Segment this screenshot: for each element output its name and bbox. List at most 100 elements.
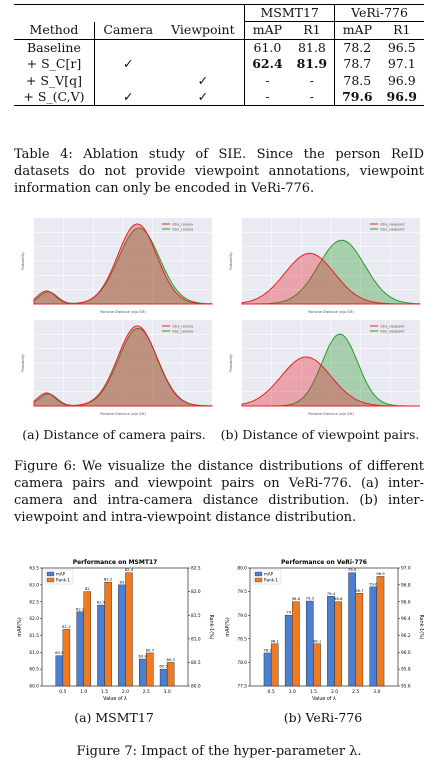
x-tick-label: 1.0	[80, 689, 87, 695]
right-tick-label: 96.4	[401, 616, 411, 622]
x-tick-label: 3.0	[164, 689, 171, 695]
x-tick-label: 0.5	[59, 689, 66, 695]
right-tick-label: 97.0	[401, 566, 411, 572]
legend-label: intra_camera	[172, 223, 193, 227]
check-mark: ✓	[93, 88, 162, 107]
bar-map	[263, 652, 272, 687]
legend-label: Rank-1	[56, 578, 70, 583]
legend-label: intra_camera	[172, 325, 193, 329]
bar-value-label: 81.2	[62, 624, 71, 629]
left-tick-label: 63.0	[29, 582, 39, 588]
bar-map	[306, 600, 314, 687]
bar-map	[76, 611, 84, 687]
x-axis-label: Pairwise Distance (w/o SIE)	[100, 412, 147, 416]
chart-veri776: Performance on VeRi-776 77.5 78.0 78.5 79.0 7…	[225, 559, 424, 702]
bar-value-label: 96.6	[292, 596, 301, 601]
bar-value-label: 79.4	[327, 591, 336, 596]
y-axis-label: Probability	[229, 252, 233, 270]
bar-map	[55, 655, 64, 687]
left-tick-label: 61.0	[29, 650, 39, 656]
right-tick-label: 95.8	[401, 667, 411, 673]
legend-swatch	[254, 571, 263, 577]
y-axis-label-left: mAP(%)	[225, 617, 231, 636]
check-mark: ✓	[161, 88, 245, 107]
x-tick-label: 1.5	[310, 689, 317, 695]
col-header-r1: R1	[289, 21, 335, 40]
right-tick-label: 96.6	[401, 599, 411, 605]
x-axis-label: Pairwise Distance (w/o SIE)	[308, 310, 355, 314]
right-tick-label: 81.5	[191, 613, 201, 619]
right-tick-label: 82.0	[191, 589, 201, 595]
chart-msmt17: Performance on MSMT17 60.0 60.5 61.0 61.5 62.…	[17, 559, 214, 702]
left-tick-label: 79.5	[237, 589, 247, 595]
figure6-subcaption-a: (a) Distance of camera pairs.	[22, 427, 206, 442]
x-axis-label: Pairwise Distance (w/o SIE)	[308, 412, 355, 416]
bar-rank1	[62, 629, 71, 687]
right-tick-label: 80.5	[191, 660, 201, 666]
x-tick-label: 2.0	[122, 689, 129, 695]
bar-rank1	[166, 662, 175, 687]
ablation-table: MSMT17 VeRi-776 Method Camera Viewpoint …	[14, 3, 424, 107]
intra-distribution-curve	[241, 356, 420, 407]
bar-value-label: 82	[85, 586, 90, 591]
table-row: Baseline 61.0 81.8 78.2 96.5	[14, 39, 424, 57]
legend-label: intra_viewpoint	[380, 223, 405, 227]
bar-value-label: 96.6	[334, 596, 343, 601]
x-tick-label: 2.5	[143, 689, 150, 695]
bar-map	[138, 658, 147, 687]
legend-swatch	[46, 571, 55, 577]
bar-rank1	[104, 581, 112, 687]
group-header-veri: VeRi-776	[334, 3, 424, 23]
y-axis-label-right: Rank-1(%)	[418, 614, 424, 639]
col-header-method: Method	[14, 21, 95, 40]
bar-value-label: 80.7	[146, 647, 155, 652]
legend-label: mAP	[264, 572, 274, 577]
y-axis-label-left: mAP(%)	[17, 617, 23, 636]
bar-map	[118, 584, 126, 687]
x-tick-label: 3.0	[373, 689, 380, 695]
bar-rank1	[334, 601, 342, 687]
bar-value-label: 62.2	[76, 606, 85, 611]
inter-distribution-curve	[33, 227, 213, 305]
right-tick-label: 96.2	[401, 633, 411, 639]
right-tick-label: 80.0	[191, 684, 201, 690]
chart-title: Performance on VeRi-776	[281, 559, 367, 566]
legend-swatch	[254, 577, 263, 583]
x-tick-label: 0.5	[268, 689, 275, 695]
col-header-viewpoint: Viewpoint	[161, 21, 245, 40]
bar-value-label: 79.9	[348, 567, 357, 572]
check-mark: ✓	[197, 72, 209, 88]
bar-value-label: 60.5	[159, 664, 168, 669]
right-tick-label: 81.0	[191, 636, 201, 642]
table-caption: Table 4: Ablation study of SIE. Since th…	[14, 147, 424, 197]
left-tick-label: 62.0	[29, 616, 39, 622]
bar-value-label: 79	[286, 610, 291, 615]
bar-value-label: 60.8	[139, 654, 148, 659]
bar-value-label: 78.2	[263, 647, 272, 652]
left-tick-label: 79.0	[237, 613, 247, 619]
x-tick-label: 2.5	[352, 689, 359, 695]
bar-rank1	[355, 593, 364, 687]
left-tick-label: 77.5	[237, 684, 247, 690]
left-tick-label: 78.5	[237, 636, 247, 642]
legend-label: mAP	[56, 572, 66, 577]
bar-value-label: 79.6	[369, 581, 378, 586]
group-header-msmt: MSMT17	[244, 3, 335, 23]
legend-swatch	[46, 577, 55, 583]
x-axis-label: Value of λ	[103, 696, 127, 702]
y-axis-label-right: Rank-1(%)	[208, 614, 214, 639]
legend-label: inter_viewpoint	[380, 228, 405, 232]
bar-rank1	[146, 652, 154, 687]
figure7-subcaption-b: (b) VeRi-776	[283, 710, 363, 725]
legend-label: inter_camera	[172, 228, 193, 232]
x-axis-label: Value of λ	[312, 696, 336, 702]
left-tick-label: 60.5	[29, 667, 39, 673]
bar-value-label: 96.7	[355, 588, 364, 593]
left-tick-label: 61.5	[29, 633, 39, 639]
col-header-map: mAP	[244, 21, 290, 40]
